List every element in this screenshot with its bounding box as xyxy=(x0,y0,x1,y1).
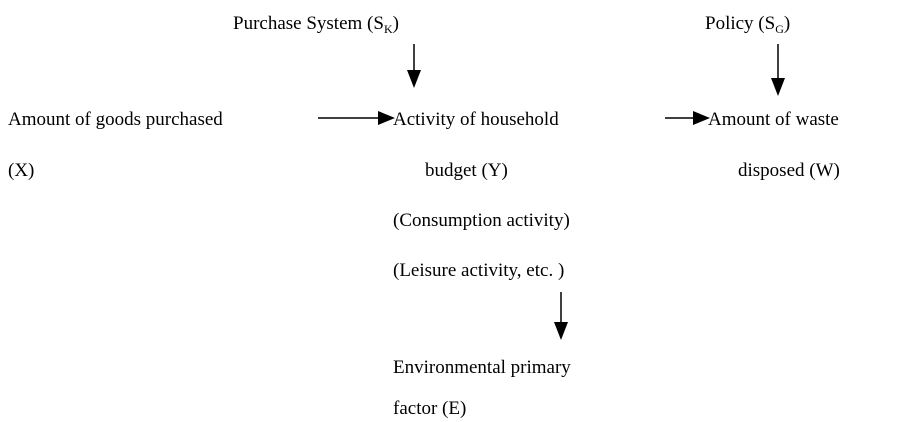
node-label: disposed (W) xyxy=(738,160,840,181)
node-label: Amount of waste xyxy=(708,109,839,130)
label: ) xyxy=(784,13,790,34)
label: Purchase System (S xyxy=(233,13,384,34)
label: Policy (S xyxy=(705,13,775,34)
node-label: (X) xyxy=(8,160,34,181)
arrow-down xyxy=(771,44,785,96)
node-label: Activity of household xyxy=(393,109,559,130)
subscript: G xyxy=(775,22,784,36)
label: ) xyxy=(393,13,399,34)
subscript: K xyxy=(384,22,393,36)
node-purchase-system: Purchase System (SK) xyxy=(233,13,399,36)
arrow-down xyxy=(407,44,421,88)
node-label: (Leisure activity, etc. ) xyxy=(393,260,564,281)
node-policy: Policy (SG) xyxy=(705,13,790,36)
node-label: Amount of goods purchased xyxy=(8,109,223,130)
node-label: factor (E) xyxy=(393,398,466,419)
node-label: budget (Y) xyxy=(425,160,508,181)
arrow-right xyxy=(318,111,395,125)
node-label: Environmental primary xyxy=(393,357,571,378)
arrow-down xyxy=(554,292,568,340)
arrow-right xyxy=(665,111,710,125)
node-label: (Consumption activity) xyxy=(393,210,570,231)
